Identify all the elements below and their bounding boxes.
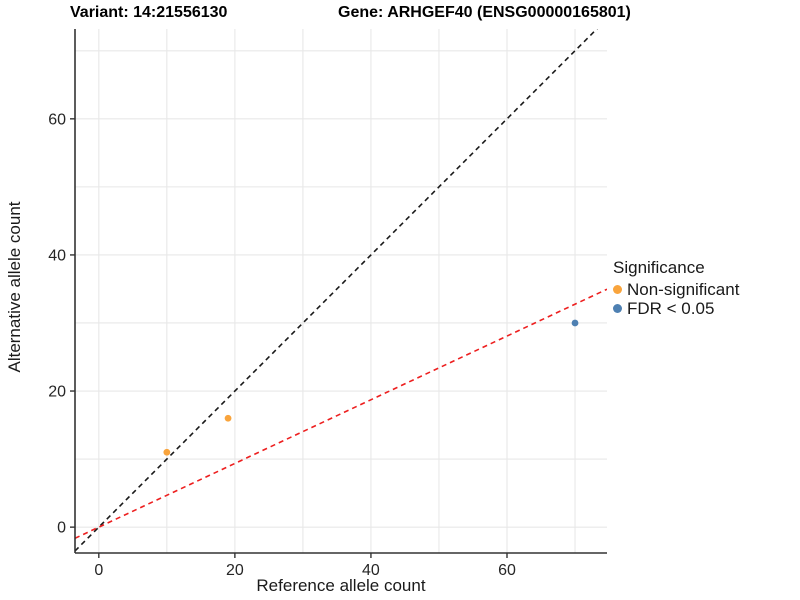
y-axis-title: Alternative allele count <box>5 201 24 373</box>
fit-line <box>75 288 607 540</box>
legend-item: Non-significant <box>613 280 739 299</box>
legend-item-label: Non-significant <box>627 280 740 299</box>
variant-title: Variant: 14:21556130 <box>70 4 228 21</box>
y-tick-label: 20 <box>48 384 66 401</box>
data-point <box>163 448 171 456</box>
y-tick-label: 0 <box>57 520 66 537</box>
legend-item: FDR < 0.05 <box>613 299 739 318</box>
x-tick-label: 40 <box>362 562 380 579</box>
legend-swatch-icon <box>613 304 622 313</box>
legend-items: Non-significant FDR < 0.05 <box>613 280 739 318</box>
legend: Significance Non-significant FDR < 0.05 <box>613 257 739 318</box>
x-tick-label: 60 <box>498 562 516 579</box>
legend-swatch-icon <box>613 285 622 294</box>
x-axis-title: Reference allele count <box>256 576 426 595</box>
x-tick-label: 0 <box>94 562 103 579</box>
data-point <box>571 319 579 327</box>
legend-title: Significance <box>613 258 705 277</box>
gene-title: Gene: ARHGEF40 (ENSG00000165801) <box>338 4 631 21</box>
y-tick-label: 40 <box>48 247 66 264</box>
identity-line <box>75 29 598 552</box>
legend-item-label: FDR < 0.05 <box>627 299 715 318</box>
x-tick-label: 20 <box>226 562 244 579</box>
data-point <box>224 414 232 422</box>
y-tick-label: 60 <box>48 111 66 128</box>
